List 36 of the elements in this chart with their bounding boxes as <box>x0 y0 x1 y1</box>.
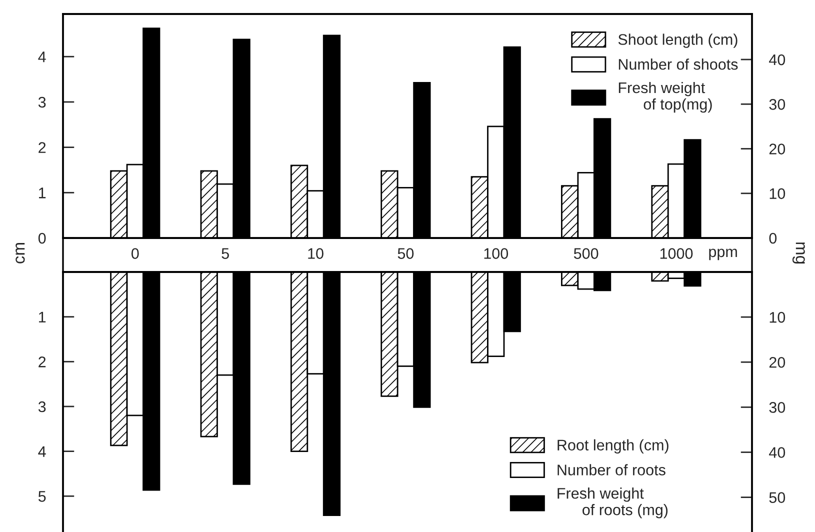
y-tick-label: 3 <box>38 96 46 108</box>
x-tick-label: 5 <box>222 248 229 259</box>
x-tick-label: 500 <box>574 248 598 259</box>
y2-tick-label: 30 <box>769 402 786 413</box>
y-tick-label: 5 <box>38 491 46 502</box>
y2-tick-label: 0 <box>769 232 777 244</box>
legend-label: Number of shoots <box>618 58 738 70</box>
legend-label: Number of roots <box>558 464 666 476</box>
y-tick-label: 1 <box>39 188 46 198</box>
y-tick-label: 0 <box>38 232 46 244</box>
y-tick-label: 4 <box>38 446 46 457</box>
x-tick-label: 0 <box>131 248 139 259</box>
y-tick-label: 2 <box>38 356 46 368</box>
x-tick-label: 50 <box>398 248 414 259</box>
y2-tick-label: 20 <box>769 144 786 154</box>
x-axis-title: ppm <box>709 248 737 260</box>
legend-label: Fresh weight of top(mg) <box>618 82 712 113</box>
y2-tick-label: 20 <box>769 356 786 368</box>
legend-label: Fresh weight of roots (mg) <box>558 488 668 518</box>
y2-tick-label: 40 <box>769 54 786 66</box>
y2-tick-label: 50 <box>769 492 786 503</box>
y2-axis-title: mg <box>792 242 805 264</box>
legend-label: Shoot length (cm) <box>618 34 738 48</box>
y2-tick-label: 40 <box>769 447 786 458</box>
y-tick-label: 2 <box>38 142 46 153</box>
x-tick-label: 1000 <box>660 248 693 259</box>
y-tick-label: 4 <box>38 52 46 62</box>
y-tick-label: 1 <box>39 312 46 322</box>
y-axis-title: cm <box>16 243 25 264</box>
y2-tick-label: 10 <box>770 188 786 200</box>
y2-tick-label: 10 <box>770 312 786 323</box>
y-tick-label: 3 <box>38 401 46 412</box>
x-tick-label: 100 <box>484 248 508 259</box>
y2-tick-label: 30 <box>769 99 786 110</box>
x-tick-label: 10 <box>308 248 324 259</box>
legend-label: Root length (cm) <box>558 439 668 454</box>
